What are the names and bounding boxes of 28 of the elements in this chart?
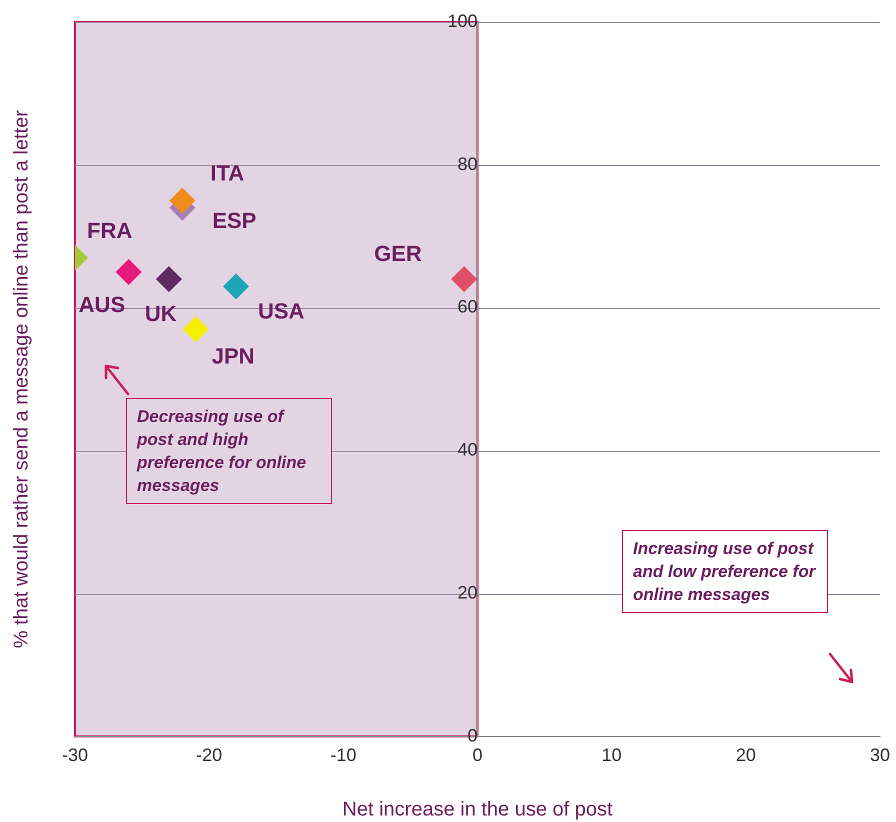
x-tick-label: -30 [62,745,88,766]
series-label: FRA [87,218,132,243]
x-tick-label: 10 [602,745,622,766]
point [182,316,209,342]
point [156,266,182,292]
point [451,266,478,292]
point [169,188,196,214]
series-label: GER [374,241,422,266]
x-tick-label: -10 [330,745,356,766]
point [116,259,142,286]
series-label: JPN [212,343,255,368]
x-axis-title: Net increase in the use of post [342,798,614,821]
series-label: ESP [212,208,256,233]
series-label: ITA [210,160,244,186]
series-label: USA [258,298,305,324]
x-tick-label: -20 [196,745,222,766]
x-tick-label: 20 [736,745,756,766]
annotation: Increasing use of post and low preference for online messages [622,530,828,613]
point [223,273,249,300]
y-tick-label: 80 [457,154,478,174]
series-label: UK [144,301,177,326]
series-label: AUS [78,292,126,318]
annotation: Decreasing use of post and high preference for online messages [126,398,332,504]
y-tick-label: 40 [457,440,478,460]
y-axis-title: % that would rather send a message online than post a letter [10,110,33,648]
y-tick-label: 60 [457,296,478,317]
x-tick-label: 30 [870,745,890,766]
y-tick-label: 20 [457,582,478,602]
